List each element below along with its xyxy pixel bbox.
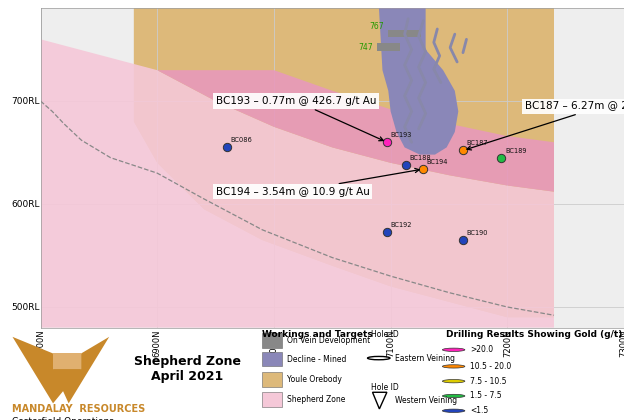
Text: On Vein Development: On Vein Development bbox=[287, 336, 370, 345]
Text: Hole ID: Hole ID bbox=[371, 383, 399, 392]
Text: 600RL: 600RL bbox=[11, 200, 39, 209]
Circle shape bbox=[442, 380, 465, 383]
Text: 1.5 - 7.5: 1.5 - 7.5 bbox=[470, 391, 502, 401]
Text: Workings and Targets: Workings and Targets bbox=[262, 331, 373, 339]
Text: 747: 747 bbox=[359, 43, 373, 52]
Text: 7100N: 7100N bbox=[386, 330, 395, 357]
Text: BC187 – 6.27m @ 23.6 g/t Au: BC187 – 6.27m @ 23.6 g/t Au bbox=[467, 101, 624, 150]
Text: BC192: BC192 bbox=[391, 222, 412, 228]
Text: BC189: BC189 bbox=[505, 147, 527, 154]
Text: 700RL: 700RL bbox=[11, 97, 39, 105]
Text: BC193 – 0.77m @ 426.7 g/t Au: BC193 – 0.77m @ 426.7 g/t Au bbox=[216, 96, 383, 141]
Text: BC086: BC086 bbox=[231, 137, 253, 143]
Text: 6900N: 6900N bbox=[153, 330, 162, 357]
Text: Hole ID: Hole ID bbox=[371, 331, 399, 339]
Polygon shape bbox=[157, 70, 554, 192]
Text: Youle Orebody: Youle Orebody bbox=[287, 375, 342, 384]
Bar bbox=[262, 372, 282, 387]
Text: Shepherd Zone
April 2021: Shepherd Zone April 2021 bbox=[134, 355, 241, 383]
Polygon shape bbox=[134, 8, 554, 317]
Text: 6800N: 6800N bbox=[36, 330, 45, 357]
Text: BC194 – 3.54m @ 10.9 g/t Au: BC194 – 3.54m @ 10.9 g/t Au bbox=[216, 168, 419, 197]
Circle shape bbox=[442, 409, 465, 412]
Text: BC187: BC187 bbox=[467, 140, 488, 147]
Bar bbox=[377, 43, 400, 51]
Text: BC188: BC188 bbox=[409, 155, 431, 161]
Text: 10.5 - 20.0: 10.5 - 20.0 bbox=[470, 362, 511, 371]
Text: Decline - Mined: Decline - Mined bbox=[287, 354, 346, 364]
Bar bbox=[262, 352, 282, 366]
Circle shape bbox=[442, 394, 465, 398]
Text: BC190: BC190 bbox=[467, 230, 488, 236]
Text: Western Veining: Western Veining bbox=[395, 396, 457, 405]
Text: Shepherd Zone: Shepherd Zone bbox=[287, 395, 346, 404]
Text: 767: 767 bbox=[369, 22, 384, 31]
Polygon shape bbox=[53, 354, 81, 369]
Text: Costerfield Operations: Costerfield Operations bbox=[12, 417, 114, 420]
Text: BC194: BC194 bbox=[427, 159, 448, 165]
Polygon shape bbox=[12, 337, 81, 403]
Bar bbox=[262, 392, 282, 407]
Text: BC193: BC193 bbox=[391, 132, 412, 138]
Text: Drilling Results Showing Gold (g/t): Drilling Results Showing Gold (g/t) bbox=[446, 331, 623, 339]
Polygon shape bbox=[53, 337, 109, 403]
Text: >20.0: >20.0 bbox=[470, 345, 493, 354]
Text: 7200N: 7200N bbox=[503, 330, 512, 357]
Text: 7.5 - 10.5: 7.5 - 10.5 bbox=[470, 377, 506, 386]
Text: Eastern Veining: Eastern Veining bbox=[395, 354, 455, 362]
Polygon shape bbox=[41, 39, 554, 328]
Circle shape bbox=[442, 348, 465, 352]
Polygon shape bbox=[379, 8, 458, 155]
Polygon shape bbox=[134, 8, 554, 317]
Bar bbox=[388, 30, 421, 37]
Text: 7000N: 7000N bbox=[270, 330, 278, 357]
Text: <1.5: <1.5 bbox=[470, 406, 488, 415]
Text: 7300N: 7300N bbox=[620, 330, 624, 357]
Circle shape bbox=[442, 365, 465, 368]
Text: 500RL: 500RL bbox=[11, 302, 39, 312]
Bar bbox=[262, 333, 282, 348]
Text: MANDALAY  RESOURCES: MANDALAY RESOURCES bbox=[12, 404, 146, 414]
